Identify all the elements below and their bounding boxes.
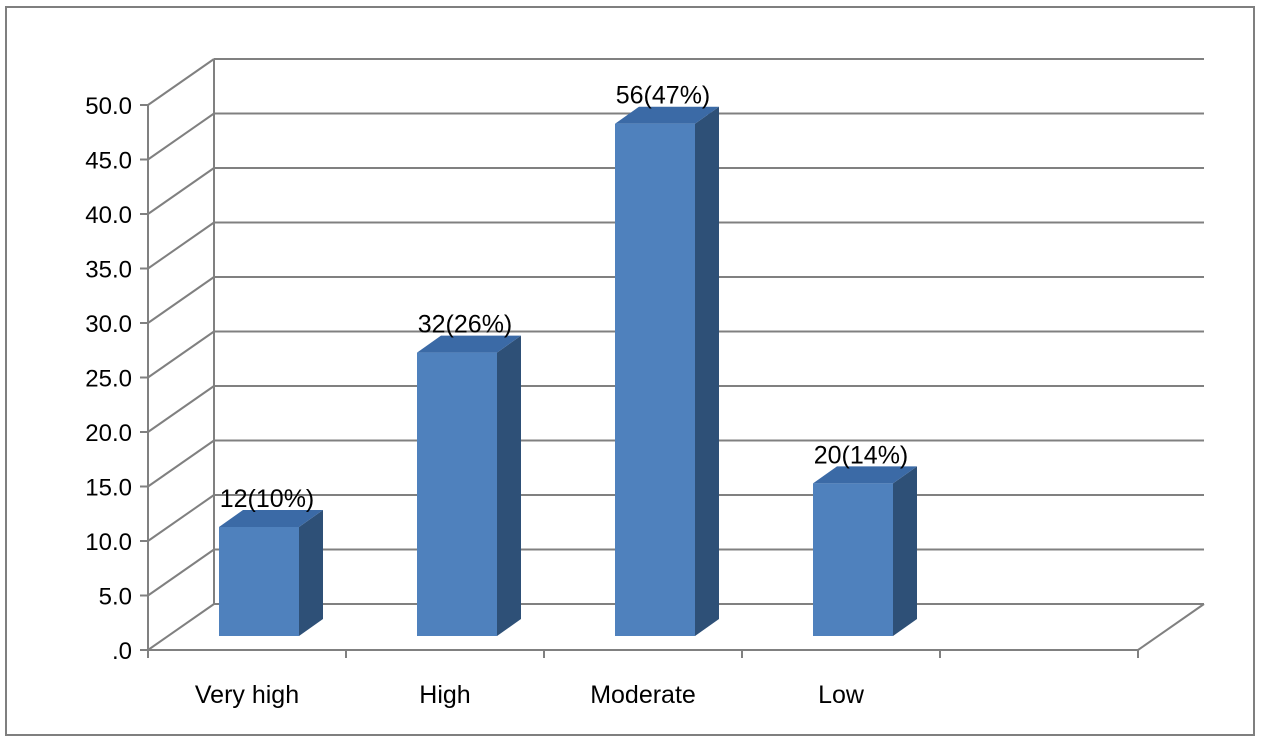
data-label: 12(10%) [220,485,315,513]
y-tick-label: 45.0 [85,148,132,175]
gridline-side [147,494,215,542]
bar-front [219,527,299,636]
bar [615,106,719,636]
y-tick-label: 50.0 [85,93,132,120]
bar [417,335,521,636]
bar-top [615,106,719,124]
x-tick-label: Moderate [590,681,696,709]
bar-side [497,335,521,636]
data-label: 20(14%) [814,441,909,469]
x-tick-label: Very high [195,681,299,709]
gridline-side [147,112,215,161]
floor-edge [1137,603,1205,651]
bar-top [417,335,521,353]
data-label: 32(26%) [418,311,513,339]
bar-top [813,466,917,484]
gridline-side [147,548,215,597]
gridline-side [147,330,215,379]
bar-front [417,352,497,636]
y-tick-label: 35.0 [85,257,132,284]
y-tick-label: 20.0 [85,420,132,447]
bar [813,466,917,636]
y-tick-label: 5.0 [99,584,132,611]
bar-side [893,466,917,636]
x-tick-label: Low [818,681,865,709]
gridline-side [147,276,215,324]
bar-front [615,123,695,636]
x-tick-label: High [419,681,470,709]
bar [219,510,323,636]
y-tick-label: 40.0 [85,202,132,229]
gridline-side [147,167,215,215]
y-tick-label: 10.0 [85,529,132,556]
gridline-side [147,221,215,270]
gridline-side [147,439,215,488]
y-tick-label: 25.0 [85,366,132,393]
gridline-side [147,603,215,651]
y-tick-label: .0 [112,638,132,665]
y-tick-label: 30.0 [85,311,132,338]
bar-front [813,483,893,636]
bar-top [219,510,323,527]
bar-side [299,510,323,636]
y-tick-label: 15.0 [85,475,132,502]
bar-side [695,106,719,636]
gridline-side [147,385,215,433]
data-label: 56(47%) [616,82,711,110]
gridline-side [147,58,215,106]
